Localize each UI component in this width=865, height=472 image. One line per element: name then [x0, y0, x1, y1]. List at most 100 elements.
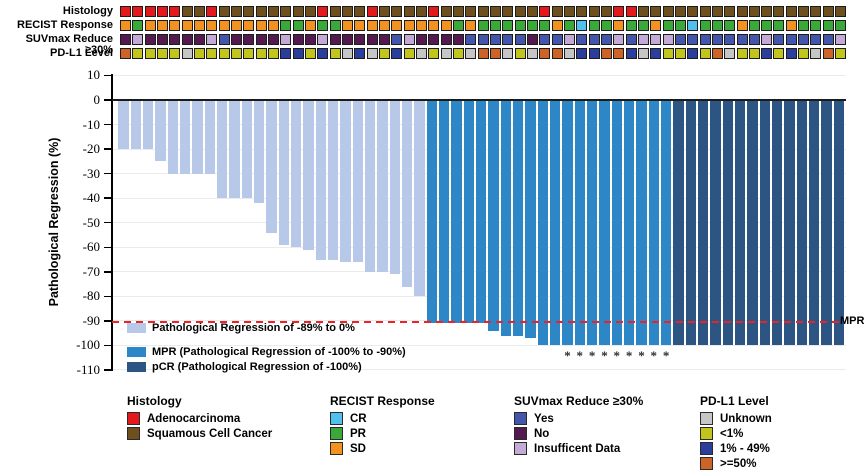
histology-cell [206, 6, 218, 17]
gridline [112, 369, 846, 371]
histology-cell [428, 6, 440, 17]
suvmax-cell [230, 34, 242, 45]
histology-cell [292, 6, 304, 17]
recist-cell [144, 20, 156, 31]
suvmax-cell [280, 34, 292, 45]
y-tick-mark [104, 320, 111, 322]
bar [118, 100, 129, 150]
y-tick-label: 10 [87, 67, 100, 83]
track-label-recist: RECIST Response [17, 19, 113, 31]
recist-cell [243, 20, 255, 31]
asterisk: * [588, 348, 596, 363]
recist-cell [255, 20, 267, 31]
legend-swatch [330, 427, 343, 440]
bar [204, 100, 216, 174]
recist-cell [428, 20, 440, 31]
recist-cell [181, 20, 193, 31]
bar [328, 100, 339, 260]
histology-cell [810, 6, 822, 17]
recist-cell [502, 20, 514, 31]
recist-cell [822, 20, 834, 31]
suvmax-cell [539, 34, 551, 45]
suvmax-cell [428, 34, 440, 45]
bar [143, 100, 154, 150]
bar [401, 100, 413, 287]
histology-cell [280, 6, 292, 17]
y-tick-mark [104, 344, 111, 347]
suvmax-cell [600, 34, 612, 45]
histology-cell [218, 6, 230, 17]
suvmax-cell [156, 34, 168, 45]
pdl1-cell [243, 48, 255, 59]
bar [241, 100, 253, 199]
suvmax-cell [773, 34, 785, 45]
pdl1-cell [440, 48, 452, 59]
suvmax-cell [502, 34, 514, 45]
histology-cell [391, 6, 403, 17]
histology-cell [551, 6, 563, 17]
bar [451, 100, 462, 324]
histology-cell [452, 6, 464, 17]
histology-cell [625, 6, 637, 17]
bar [365, 100, 376, 272]
recist-cell [810, 20, 822, 31]
bar [266, 100, 277, 233]
recist-cell [230, 20, 242, 31]
suvmax-cell [440, 34, 452, 45]
recist-cell [304, 20, 316, 31]
y-tick-label: -30 [82, 165, 100, 181]
bar [808, 100, 820, 346]
histology-cell [144, 6, 156, 17]
suvmax-cell [452, 34, 464, 45]
suvmax-cell [724, 34, 736, 45]
pdl1-cell [280, 48, 292, 59]
bar [623, 100, 635, 346]
recist-cell [218, 20, 230, 31]
bar [710, 100, 721, 346]
asterisk: * [662, 348, 670, 363]
bar [340, 100, 351, 262]
recist-cell [354, 20, 366, 31]
pdl1-cell [477, 48, 489, 59]
y-tick-label: -110 [76, 361, 100, 377]
suvmax-cell [489, 34, 501, 45]
mpr-threshold-line [112, 321, 839, 324]
bar [525, 100, 536, 339]
histology-cell [502, 6, 514, 17]
suvmax-cell [181, 34, 193, 45]
recist-cell [317, 20, 329, 31]
recist-cell [132, 20, 144, 31]
y-tick-label: -60 [82, 239, 100, 255]
legend-swatch [700, 457, 713, 470]
histology-cell [267, 6, 279, 17]
suvmax-cell [637, 34, 649, 45]
bar [636, 100, 647, 346]
track-label-pdl1: PD-L1 Level [50, 47, 113, 59]
y-axis-line [111, 74, 113, 371]
bar [315, 100, 327, 260]
recist-cell [576, 20, 588, 31]
pdl1-cell [699, 48, 711, 59]
suvmax-cell [255, 34, 267, 45]
suvmax-cell [761, 34, 773, 45]
bar [254, 100, 265, 204]
suvmax-cell [378, 34, 390, 45]
suvmax-cell [835, 34, 847, 45]
recist-cell [267, 20, 279, 31]
histology-cell [773, 6, 785, 17]
bar [414, 100, 425, 297]
y-tick-mark [104, 369, 111, 371]
pdl1-cell [600, 48, 612, 59]
legend-swatch [514, 412, 527, 425]
histology-cell [699, 6, 711, 17]
recist-cell [452, 20, 464, 31]
histology-cell [403, 6, 415, 17]
y-tick-mark [104, 197, 111, 199]
legend-swatch [330, 442, 343, 455]
histology-cell [798, 6, 810, 17]
legend-item-label: SD [350, 443, 366, 455]
gridline [112, 344, 846, 346]
legend-swatch [127, 412, 140, 425]
histology-cell [366, 6, 378, 17]
pdl1-cell [169, 48, 181, 59]
